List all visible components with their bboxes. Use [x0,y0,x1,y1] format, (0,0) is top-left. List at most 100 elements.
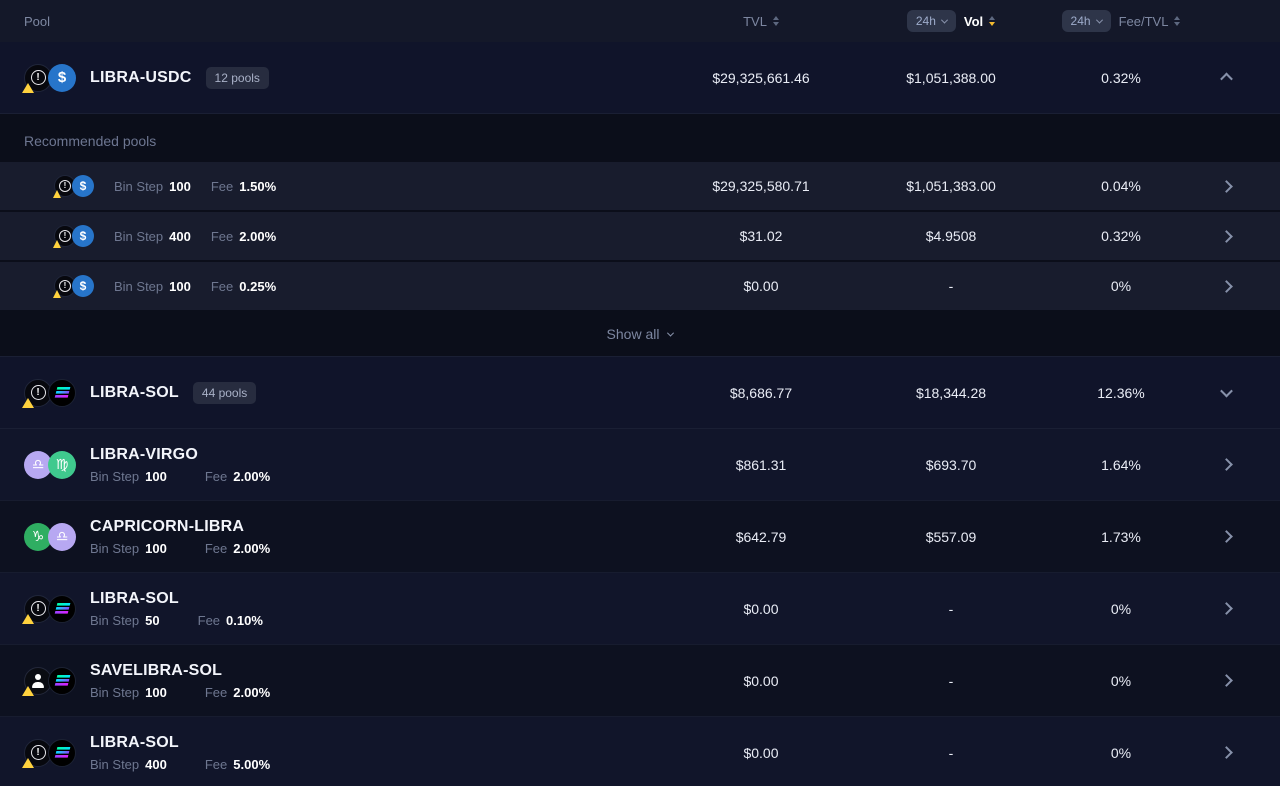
table-header: Pool TVL 24h Vol 24h Fee/TVL [0,0,1280,42]
fee-tvl-value: 1.73% [1101,528,1141,545]
bin-step: Bin Step 400 [90,756,167,772]
sol-token-icon [48,594,76,623]
sol-token-icon [48,738,76,767]
collapse-group-button[interactable] [1214,65,1239,90]
fee-tvl-value: 0.04% [1101,178,1141,194]
expand-group-button[interactable] [1214,380,1239,405]
chevron-right-icon[interactable] [1219,229,1233,243]
chevron-right-icon[interactable] [1219,530,1233,543]
libra-zodiac-token-icon: ♎ [48,522,76,551]
bin-step: Bin Step 100 [90,540,167,556]
pool-pair-name: SAVELIBRA-SOL [90,661,223,679]
pool-row-savelibra-sol[interactable]: SAVELIBRA-SOL Bin Step 100 Fee 2.00% $0.00… [0,645,1280,717]
pool-group-row-libra-usdc[interactable]: ! $ LIBRA-USDC 12 pools $29,325,661.46 $… [0,42,1280,114]
sol-token-icon [48,378,76,407]
chevron-down-icon [667,329,675,337]
libra-token-icon: ! [22,594,52,624]
fee: Fee 2.00% [204,468,271,484]
chevron-right-icon[interactable] [1219,746,1233,759]
pool-pair-name: LIBRA-SOL [90,733,179,751]
chevron-down-icon [1095,16,1103,24]
chevron-right-icon[interactable] [1219,602,1233,615]
tvl-value: $0.00 [743,600,779,617]
tvl-value: $8,686.77 [729,384,793,401]
usdc-token-icon: $ [72,275,94,297]
recommended-pool-row[interactable]: ! $ Bin Step 100 Fee 0.25% $0.00 - 0% [0,262,1280,310]
sol-token-icon [48,666,76,695]
vol-value: $693.70 [925,456,977,473]
bin-step: Bin Step 100 [90,684,167,700]
fee-timeframe-dropdown[interactable]: 24h [1061,10,1111,32]
vol-value: $1,051,388.00 [906,69,996,86]
vol-value: $1,051,383.00 [906,178,996,194]
token-pair-icons: ! [22,738,76,768]
chevron-right-icon[interactable] [1219,674,1233,687]
tvl-sort-header[interactable]: TVL [743,14,779,29]
vol-value: - [948,744,954,761]
fee-timeframe-value: 24h [1070,14,1091,28]
bin-step: Bin Step 100 [90,468,167,484]
pool-group-row-libra-sol[interactable]: ! LIBRA-SOL 44 pools $8,686.77 $18,344.2… [0,357,1280,429]
token-pair-icons: ! [22,378,76,408]
virgo-token-icon: ♍ [48,450,76,479]
fee-tvl-value: 0.32% [1101,69,1141,86]
token-pair-icons: ! $ [53,225,94,248]
vol-value: - [948,278,954,294]
chevron-right-icon[interactable] [1219,179,1233,193]
chevron-right-icon[interactable] [1219,458,1233,471]
libra-token-icon: ! [53,275,76,298]
fee: Fee 2.00% [204,684,271,700]
fee-tvl-column-label: Fee/TVL [1118,13,1169,29]
chevron-up-icon [1219,72,1233,86]
chevron-down-icon [940,16,948,24]
vol-value: - [948,672,954,689]
pool-row-libra-virgo[interactable]: ♎ ♍ LIBRA-VIRGO Bin Step 100 Fee 2.00% $86… [0,429,1280,501]
warning-triangle-icon [22,82,34,93]
vol-sort-header[interactable]: Vol [964,14,996,29]
capricorn-token-icon: ♑ [24,522,52,551]
fee-tvl-value: 0% [1110,278,1132,294]
pool-pair-name: CAPRICORN-LIBRA [90,517,245,535]
bin-step: Bin Step 100 [114,278,191,294]
tvl-value: $29,325,580.71 [712,178,810,194]
warning-triangle-icon [22,685,34,696]
usdc-token-icon: $ [72,175,94,197]
pool-row-libra-sol-400[interactable]: ! LIBRA-SOL Bin Step 400 Fee 5.00% $0.00 -… [0,717,1280,786]
vol-value: $557.09 [925,528,977,545]
fee-tvl-value: 0% [1110,672,1132,689]
tvl-value: $0.00 [743,672,779,689]
fee: Fee 5.00% [204,756,271,772]
fee-tvl-sort-header[interactable]: Fee/TVL [1119,14,1181,29]
libra-token-icon: ! [22,63,52,93]
fee: Fee 0.25% [210,278,277,294]
libra-zodiac-token-icon: ♎ [24,450,52,479]
token-pair-icons: ! $ [22,63,76,93]
fee-tvl-value: 0% [1110,744,1132,761]
pool-row-libra-sol-50[interactable]: ! LIBRA-SOL Bin Step 50 Fee 0.10% $0.00 - … [0,573,1280,645]
pool-row-capricorn-libra[interactable]: ♑ ♎ CAPRICORN-LIBRA Bin Step 100 Fee 2.00%… [0,501,1280,573]
token-pair-icons: ! $ [53,175,94,198]
vol-value: $4.9508 [925,228,977,244]
chevron-right-icon[interactable] [1219,279,1233,293]
fee-tvl-value: 0.32% [1101,228,1141,244]
tvl-value: $29,325,661.46 [712,69,810,86]
pool-pair-name: LIBRA-USDC [90,68,192,86]
fee-tvl-value: 0% [1110,600,1132,617]
show-all-button[interactable]: Show all [0,312,1280,356]
token-pair-icons: ! $ [53,275,94,298]
sort-icon-active [989,16,996,26]
pool-pair-name: LIBRA-SOL [90,383,179,401]
expanded-group-panel: Recommended pools ! $ Bin Step 100 Fee 1.5… [0,114,1280,357]
libra-token-icon: ! [22,738,52,768]
pool-count-badge: 12 pools [205,66,269,89]
tvl-value: $31.02 [739,228,783,244]
warning-triangle-icon [53,190,61,198]
bin-step: Bin Step 100 [114,178,191,194]
recommended-pool-row[interactable]: ! $ Bin Step 100 Fee 1.50% $29,325,580.71 … [0,162,1280,210]
recommended-pool-row[interactable]: ! $ Bin Step 400 Fee 2.00% $31.02 $4.9508 … [0,212,1280,260]
vol-timeframe-dropdown[interactable]: 24h [906,10,956,32]
fee: Fee 2.00% [204,540,271,556]
sort-icon [772,16,779,26]
warning-triangle-icon [22,613,34,624]
tvl-value: $642.79 [735,528,787,545]
